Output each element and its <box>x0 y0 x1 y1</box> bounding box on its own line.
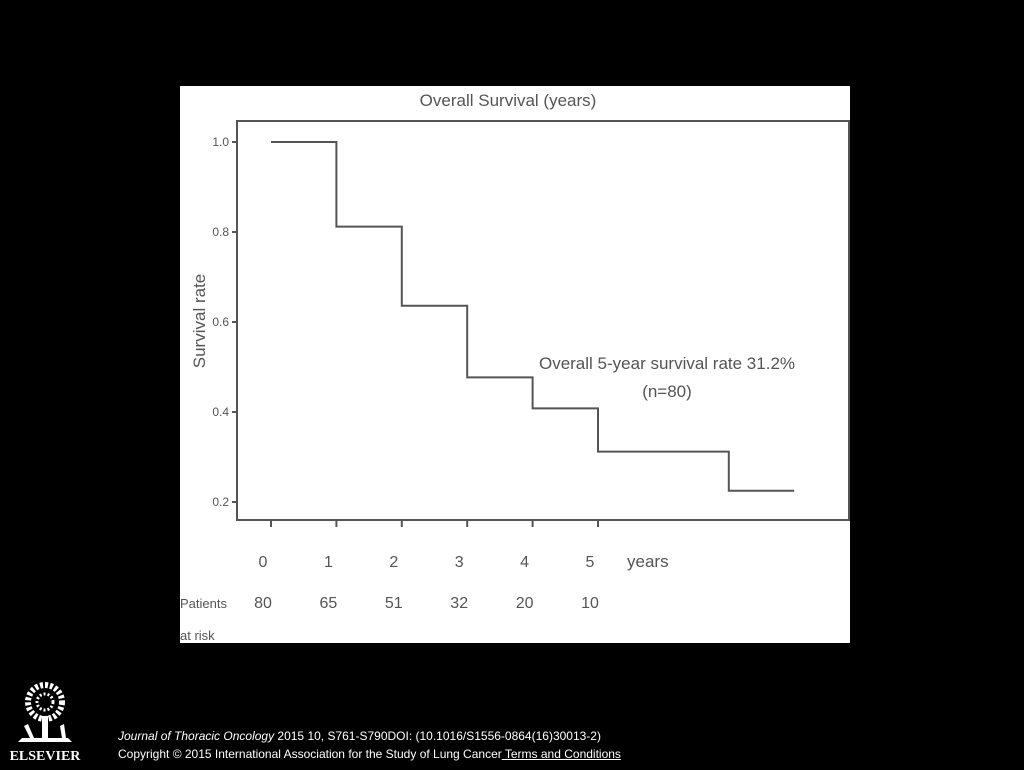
x-tick-label: 2 <box>389 554 398 571</box>
survival-curve <box>271 141 795 492</box>
risk-value: 80 <box>254 595 272 612</box>
y-tick-label: 0.8 <box>212 225 229 239</box>
tree-icon <box>18 682 72 742</box>
x-tick-label: 0 <box>259 554 268 571</box>
x-tick-label: 3 <box>455 554 464 571</box>
elsevier-wordmark: ELSEVIER <box>10 749 82 764</box>
y-axis: 1.0 0.8 0.6 0.4 0.2 <box>212 135 238 509</box>
copyright-text: Copyright © 2015 International Associati… <box>118 747 502 761</box>
annotation-line-2: (n=80) <box>642 382 692 401</box>
copyright-line: Copyright © 2015 International Associati… <box>118 746 621 762</box>
figure-panel: Overall Survival (years) Survival rate 1… <box>180 86 850 643</box>
journal-name: Journal of Thoracic Oncology <box>118 729 275 743</box>
plot-frame <box>236 120 850 521</box>
x-axis: 0 1 2 3 4 5 <box>259 520 599 571</box>
risk-value: 32 <box>450 595 468 612</box>
risk-value: 51 <box>385 595 403 612</box>
risk-table: 80 65 51 32 20 10 <box>254 595 599 612</box>
x-tick-label: 1 <box>324 554 333 571</box>
risk-value: 10 <box>581 595 599 612</box>
y-tick-label: 0.4 <box>212 405 229 419</box>
x-tick-label: 5 <box>586 554 595 571</box>
risk-label-line-1: Patients <box>180 596 227 611</box>
x-tick-label: 4 <box>520 554 529 571</box>
citation-line: Journal of Thoracic Oncology 2015 10, S7… <box>118 728 601 744</box>
annotation-line-1: Overall 5-year survival rate 31.2% <box>539 354 795 373</box>
y-tick-label: 0.2 <box>212 495 229 509</box>
y-axis-label: Survival rate <box>190 274 209 368</box>
risk-label-line-2: at risk <box>180 628 215 643</box>
terms-link[interactable]: Terms and Conditions <box>501 747 621 761</box>
y-tick-label: 0.6 <box>212 315 229 329</box>
y-tick-label: 1.0 <box>212 135 229 149</box>
x-axis-unit-label: years <box>627 552 669 571</box>
risk-value: 65 <box>320 595 338 612</box>
citation-details: 2015 10, S761-S790DOI: (10.1016/S1556-08… <box>274 729 601 743</box>
elsevier-logo: ELSEVIER <box>8 680 88 765</box>
risk-value: 20 <box>516 595 534 612</box>
survival-chart: Overall Survival (years) Survival rate 1… <box>180 91 850 643</box>
chart-title: Overall Survival (years) <box>420 91 597 110</box>
